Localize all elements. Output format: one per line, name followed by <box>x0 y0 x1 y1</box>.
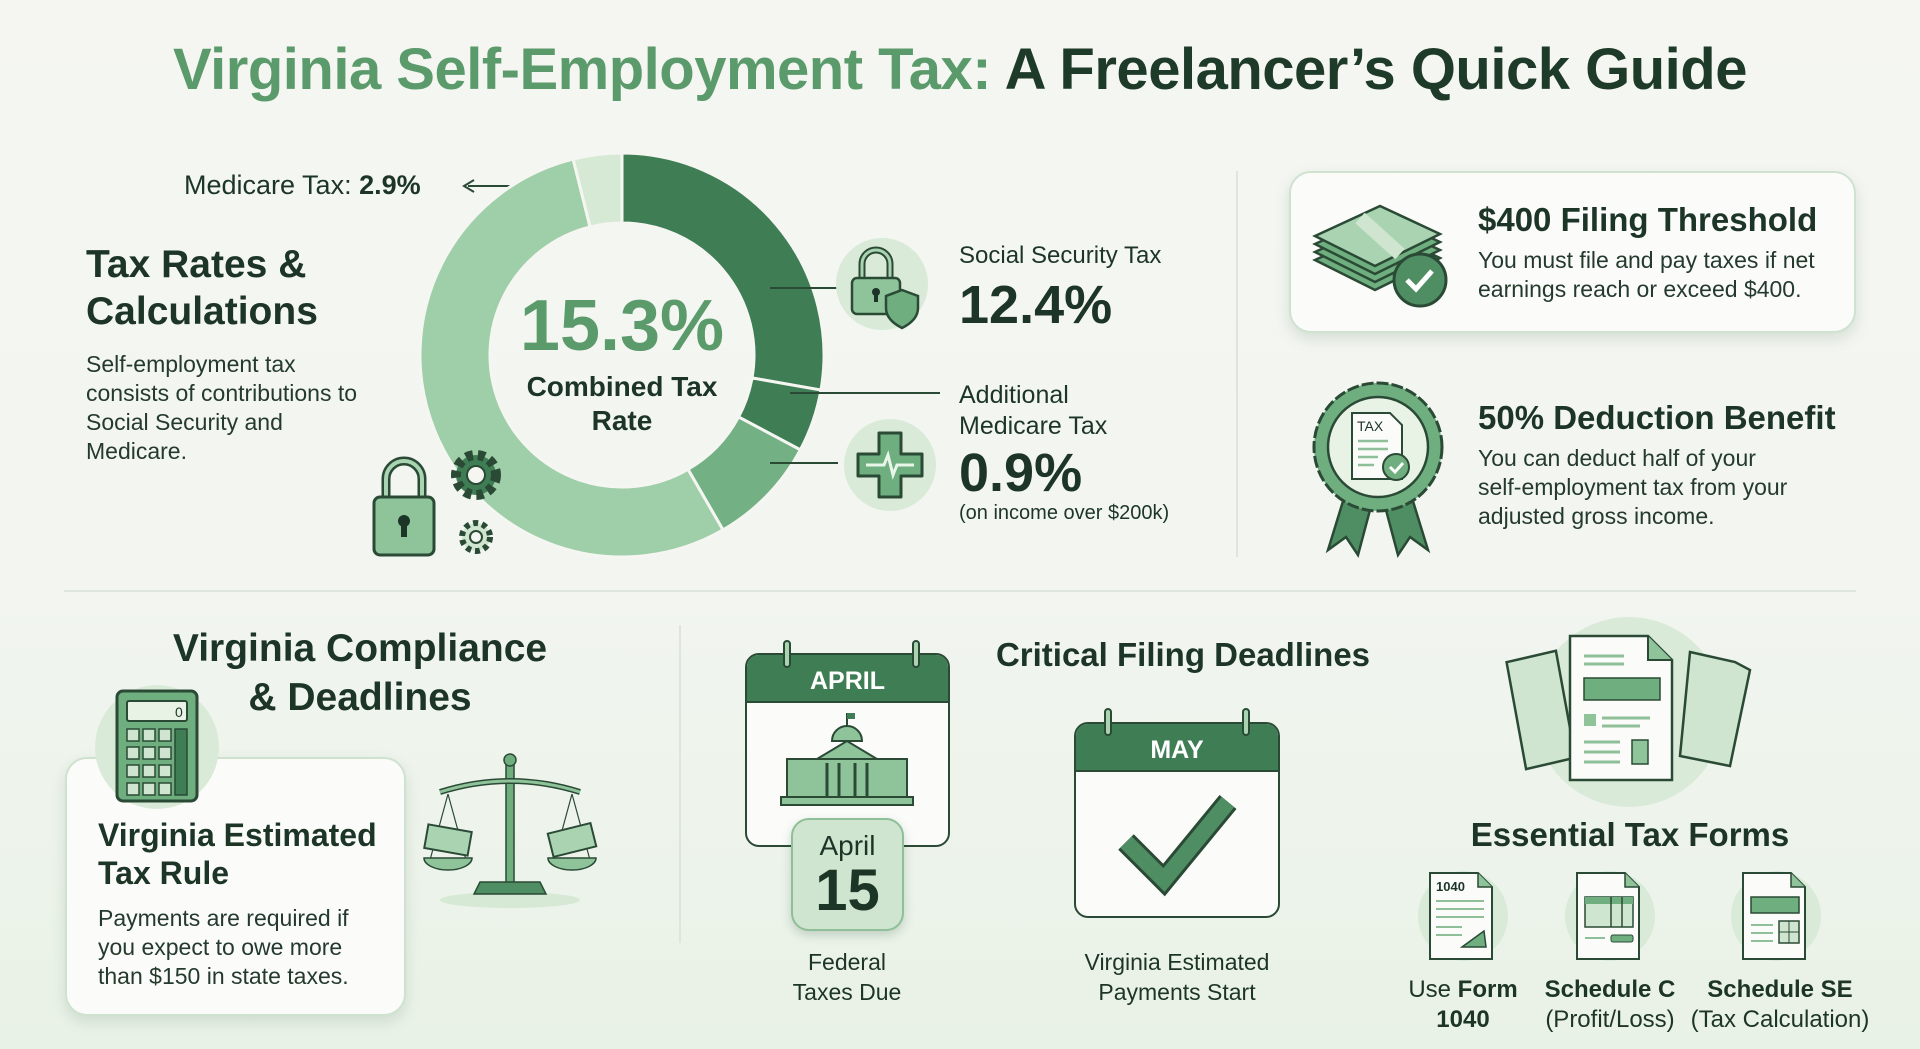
schedule-se-label: Schedule SE (Tax Calculation) <box>1690 976 1870 1033</box>
calculator-icon: 0 <box>95 685 219 809</box>
tax-rates-description: Self-employment tax consists of contribu… <box>86 351 358 464</box>
estimated-tax-rule-text: Payments are required if you expect to o… <box>98 905 349 989</box>
tax-forms-stack-icon <box>1505 634 1752 782</box>
schedule-c-label: Schedule C (Profit/Loss) <box>1544 976 1676 1033</box>
additional-medicare-note: (on income over $200k) <box>959 502 1170 524</box>
calendar-ring <box>783 640 791 668</box>
medicare-highlight-segment <box>571 151 624 229</box>
tax-award-badge-icon: TAX <box>1312 381 1444 558</box>
lock-shield-icon <box>836 238 928 330</box>
medicare-segment <box>418 157 726 559</box>
schedule-se-icon <box>1731 871 1821 961</box>
social-security-segment <box>620 151 826 392</box>
capitol-building-icon <box>780 713 914 806</box>
may-deadline-label: Virginia Estimated Payments Start <box>1084 949 1270 1005</box>
may-calendar-icon: MAY <box>1074 722 1280 918</box>
deadlines-heading: Critical Filing Deadlines <box>995 636 1371 673</box>
deduction-heading: 50% Deduction Benefit <box>1478 399 1836 436</box>
deduction-text: You can deduct half of your self-employm… <box>1478 445 1788 529</box>
april-deadline-label: Federal Taxes Due <box>792 949 902 1005</box>
filing-threshold-text: You must file and pay taxes if net earni… <box>1478 247 1815 302</box>
additional-medicare-label: Additional Medicare Tax <box>959 381 1108 440</box>
calendar-ring <box>1104 708 1112 736</box>
social-security-value: 12.4% <box>959 275 1113 335</box>
tax-rate-donut <box>418 151 826 559</box>
medical-cross-icon <box>844 419 936 511</box>
balance-scale-icon <box>423 753 598 908</box>
donut-leader-lines <box>770 287 940 464</box>
horizontal-divider <box>64 590 1856 592</box>
additional-medicare-value: 0.9% <box>959 443 1083 503</box>
form-1040-label: Use Form 1040 <box>1408 976 1518 1033</box>
section-divider <box>679 625 681 943</box>
form-1040-icon: 1040 <box>1418 871 1508 961</box>
section-divider <box>1236 171 1238 557</box>
schedule-c-icon <box>1565 871 1655 961</box>
form-1040-icon-text: 1040 <box>1436 879 1465 894</box>
tax-rates-heading: Tax Rates & Calculations <box>86 243 318 333</box>
april-15-badge: April 15 <box>791 818 904 931</box>
page-title: Virginia Self-Employment Tax: A Freelanc… <box>173 37 1747 102</box>
social-security-label: Social Security Tax <box>959 242 1162 269</box>
forms-heading: Essential Tax Forms <box>1470 816 1790 853</box>
estimated-tax-rule-heading: Virginia Estimated Tax Rule <box>98 817 377 891</box>
donut-center: 15.3% Combined Tax Rate <box>519 286 725 436</box>
medicare-tax-label: Medicare Tax: 2.9% <box>184 170 421 200</box>
money-stack-check-icon <box>1312 204 1448 308</box>
compliance-heading: Virginia Compliance & Deadlines <box>172 627 548 719</box>
checkmark-icon <box>1118 795 1237 897</box>
badge-tax-text: TAX <box>1357 418 1384 434</box>
lock-gears-icon <box>372 450 501 557</box>
april-calendar-icon: APRIL <box>745 653 950 847</box>
calendar-ring <box>1242 708 1250 736</box>
calendar-ring <box>912 640 920 668</box>
calculator-display: 0 <box>175 704 183 720</box>
filing-threshold-heading: $400 Filing Threshold <box>1478 201 1818 238</box>
